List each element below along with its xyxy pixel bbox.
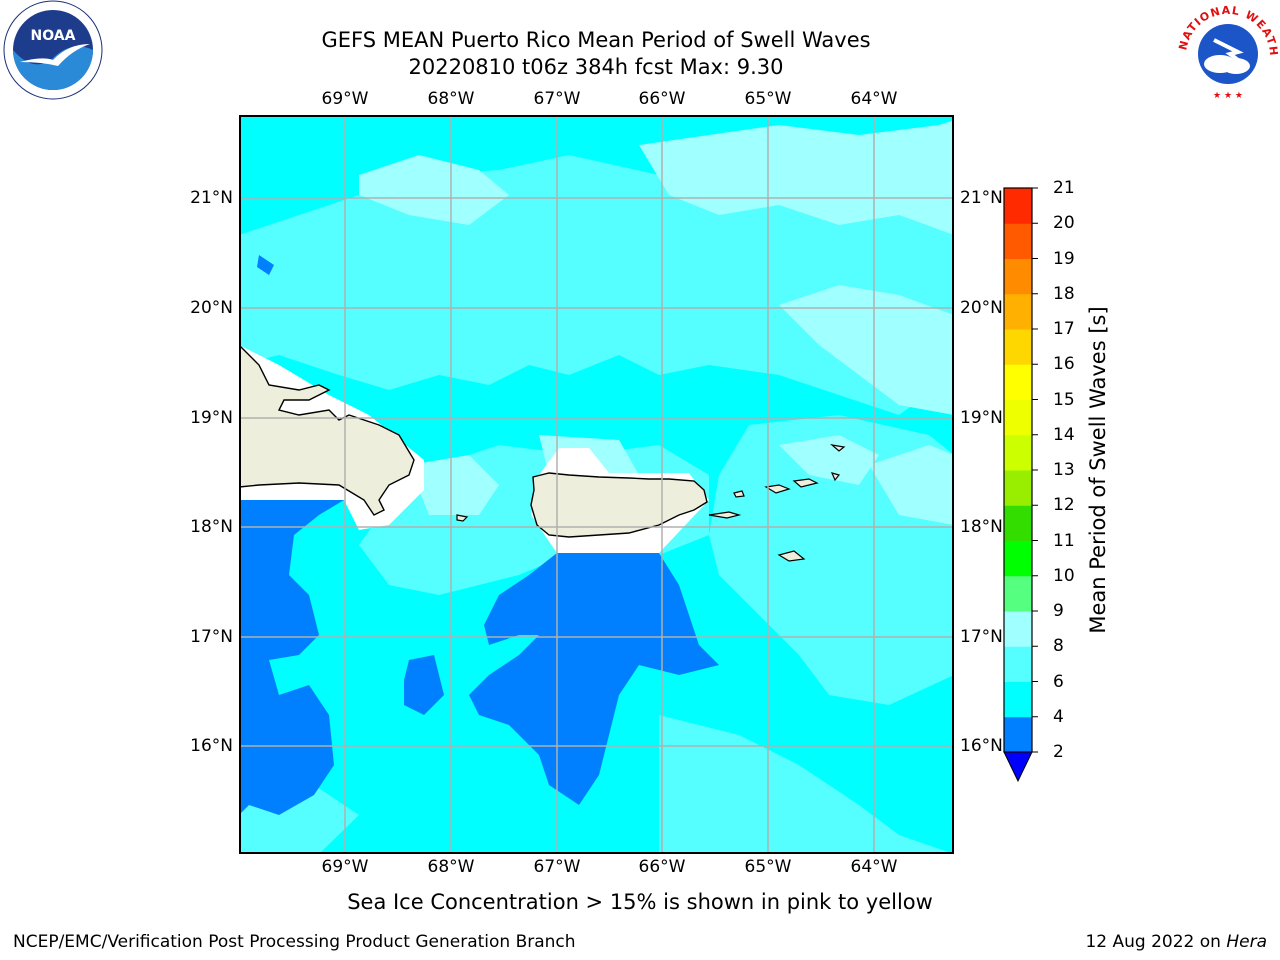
- sea-ice-note: Sea Ice Concentration > 15% is shown in …: [347, 890, 933, 914]
- colorbar-segment: [1004, 434, 1032, 471]
- colorbar-tick-label: 17: [1053, 319, 1075, 339]
- colorbar-tick-label: 6: [1053, 671, 1064, 692]
- colorbar-tick-label: 18: [1053, 283, 1075, 304]
- land-mask-hispaniola: [239, 344, 424, 530]
- colorbar-segment: [1004, 611, 1032, 647]
- colorbar-tick-label: 15: [1053, 389, 1075, 410]
- colorbar-tick-label: 16: [1053, 354, 1075, 375]
- colorbar-tick-label: 13: [1053, 460, 1075, 480]
- chart-subtitle: 20220810 t06z 384h fcst Max: 9.30: [408, 55, 784, 79]
- colorbar-tick-label: 10: [1053, 565, 1075, 586]
- lon-label-bottom: 69°W: [321, 857, 369, 877]
- colorbar-label: Mean Period of Swell Waves [s]: [1086, 306, 1110, 634]
- colorbar-tick-label: 21: [1053, 178, 1075, 198]
- colorbar-segment: [1004, 505, 1032, 541]
- lon-label-bottom: 64°W: [850, 857, 898, 877]
- lon-label-top: 65°W: [744, 89, 792, 109]
- lat-label-right: 18°N: [960, 517, 1003, 537]
- colorbar-segment: [1004, 223, 1032, 259]
- lon-label-bottom: 67°W: [533, 857, 581, 877]
- lon-label-top: 66°W: [638, 89, 686, 109]
- colorbar-tick-label: 19: [1053, 248, 1075, 269]
- svg-text:★ ★ ★: ★ ★ ★: [1213, 91, 1243, 101]
- colorbar-segment: [1004, 540, 1032, 577]
- colorbar-segment: [1004, 293, 1032, 330]
- lat-label-right: 19°N: [960, 408, 1003, 428]
- lat-label-left: 18°N: [190, 517, 233, 537]
- lat-label-left: 20°N: [190, 298, 233, 318]
- date-text: 12 Aug 2022 on Hera: [1085, 932, 1267, 952]
- colorbar-segment: [1004, 716, 1032, 753]
- colorbar-tick-label: 4: [1053, 706, 1064, 727]
- noaa-logo: NOAA: [3, 0, 103, 100]
- map-frame: [239, 115, 954, 854]
- svg-text:NOAA: NOAA: [31, 28, 76, 44]
- lon-label-top: 69°W: [321, 89, 369, 109]
- colorbar-segment: [1004, 329, 1032, 365]
- colorbar-segment: [1004, 470, 1032, 506]
- colorbar-segment: [1004, 575, 1032, 612]
- lon-label-bottom: 66°W: [638, 857, 686, 877]
- colorbar-segment: [1004, 188, 1032, 224]
- lat-label-left: 16°N: [190, 736, 233, 756]
- lat-label-right: 16°N: [960, 736, 1003, 756]
- colorbar-tick-label: 11: [1053, 530, 1075, 551]
- puerto-rico-landmass: [530, 472, 708, 538]
- colorbar-segment: [1004, 399, 1032, 436]
- colorbar-segment: [1004, 364, 1032, 400]
- swell-4-6s-regions: [239, 255, 719, 815]
- colorbar-segment: [1004, 681, 1032, 718]
- lon-label-top: 67°W: [533, 89, 581, 109]
- colorbar-tick-label: 2: [1053, 742, 1064, 762]
- lon-label-bottom: 65°W: [744, 857, 792, 877]
- colorbar-tick-label: 12: [1053, 495, 1075, 516]
- lat-label-right: 21°N: [960, 188, 1003, 208]
- nws-logo: NATIONAL WEATHER SERVICE ★ ★ ★: [1176, 0, 1279, 102]
- colorbar-segment: [1004, 258, 1032, 295]
- colorbar-tick-marks: [1032, 187, 1038, 753]
- lat-label-left: 19°N: [190, 408, 233, 428]
- virgin-islands: [456, 444, 846, 562]
- lon-label-bottom: 68°W: [427, 857, 475, 877]
- colorbar-under-arrow: [1003, 751, 1033, 783]
- lat-label-right: 20°N: [960, 298, 1003, 318]
- swell-period-map: [239, 115, 954, 854]
- lon-label-top: 68°W: [427, 89, 475, 109]
- colorbar-tick-label: 8: [1053, 636, 1064, 657]
- colorbar-tick-label: 20: [1053, 213, 1075, 234]
- swell-8-9s-regions: [359, 120, 954, 525]
- hispaniola-landmass: [239, 344, 415, 516]
- colorbar-segment: [1004, 646, 1032, 682]
- credit-text: NCEP/EMC/Verification Post Processing Pr…: [13, 932, 576, 952]
- lat-label-left: 17°N: [190, 627, 233, 647]
- colorbar-tick-label: 9: [1053, 601, 1064, 621]
- colorbar-segments: [1004, 188, 1032, 753]
- map-gridlines: [239, 115, 954, 854]
- lat-label-left: 21°N: [190, 188, 233, 208]
- colorbar: [1003, 187, 1038, 783]
- colorbar-tick-label: 14: [1053, 424, 1075, 445]
- lat-label-right: 17°N: [960, 627, 1003, 647]
- chart-title: GEFS MEAN Puerto Rico Mean Period of Swe…: [321, 28, 871, 52]
- lon-label-top: 64°W: [850, 89, 898, 109]
